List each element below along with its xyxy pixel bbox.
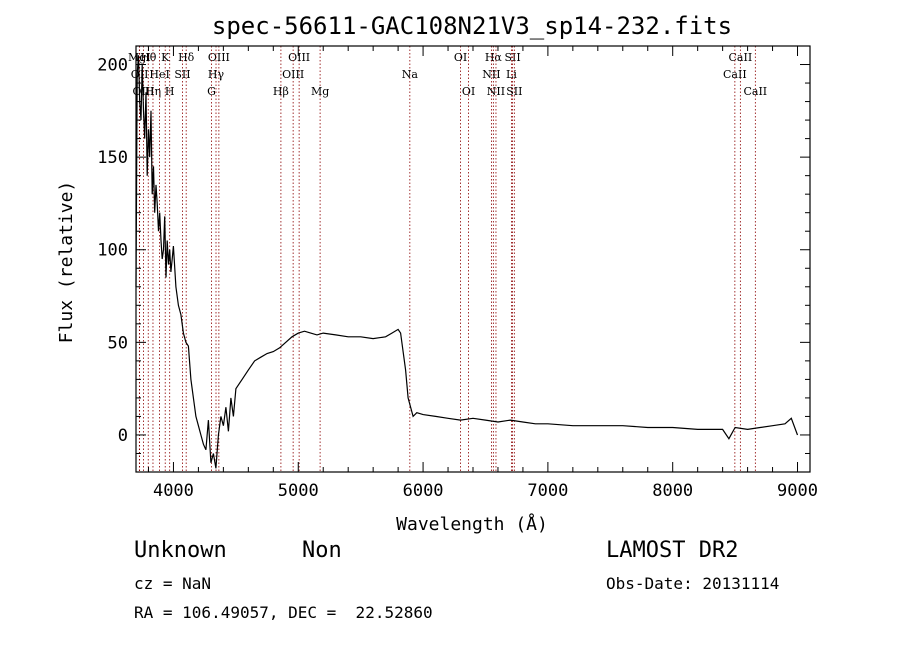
spectral-line-label: Hβ	[273, 85, 289, 98]
spectrum-series-line	[136, 55, 798, 468]
y-tick-label: 100	[97, 241, 128, 261]
spectral-line-label: OI	[454, 51, 467, 64]
spectral-line-label: CaII	[723, 68, 747, 81]
spectral-line-label: CaII	[743, 85, 767, 98]
spectral-line-label: Na	[402, 68, 419, 81]
spectral-line-label: Hθ	[140, 51, 157, 64]
y-tick-label: 150	[97, 148, 128, 168]
y-tick-label: 0	[118, 426, 128, 446]
spectral-line-label: SII	[174, 68, 190, 81]
spectral-line-label: Hα	[485, 51, 503, 64]
x-tick-label: 7000	[527, 481, 568, 501]
spectral-line-label: G	[207, 85, 216, 98]
spectral-line-label: OIII	[282, 68, 304, 81]
spectral-line-label: NII	[487, 85, 505, 98]
spectral-line-label: Hη	[145, 85, 161, 98]
spectral-line-label: Hδ	[178, 51, 195, 64]
spectral-line-label: OIII	[288, 51, 310, 64]
obs-date-label: Obs-Date: 20131114	[606, 574, 779, 593]
spectral-line-label: SII	[506, 85, 522, 98]
spectral-line-label: NII	[482, 68, 500, 81]
x-tick-label: 4000	[153, 481, 194, 501]
chart-title: spec-56611-GAC108N21V3_sp14-232.fits	[212, 12, 732, 40]
x-tick-label: 6000	[403, 481, 444, 501]
y-axis-label: Flux (relative)	[56, 181, 77, 344]
spectral-line-label: CaII	[729, 51, 753, 64]
spectral-line-label: H	[165, 85, 175, 98]
x-tick-label: 9000	[777, 481, 818, 501]
x-tick-label: 8000	[652, 481, 693, 501]
spectral-line-label: Li	[506, 68, 517, 81]
y-tick-label: 50	[108, 333, 128, 353]
x-axis-label: Wavelength (Å)	[396, 513, 548, 535]
spectral-line-label: HeI	[149, 68, 169, 81]
class-label: Unknown	[134, 538, 227, 563]
y-tick-label: 200	[97, 56, 128, 76]
spectral-line-label: Mg	[311, 85, 329, 98]
spectral-line-label: SII	[504, 51, 520, 64]
subclass-label: Non	[302, 538, 342, 563]
redshift-label: cz = NaN	[134, 574, 211, 593]
survey-label: LAMOST DR2	[606, 538, 738, 563]
x-tick-label: 5000	[278, 481, 319, 501]
plot-frame	[136, 46, 810, 472]
spectral-line-label: K	[161, 51, 170, 64]
spectral-line-label: OI	[462, 85, 475, 98]
coordinates-label: RA = 106.49057, DEC = 22.52860	[134, 603, 433, 622]
axis-ticks: 4000 5000 6000 7000 8000 9000 0 50 100 150 200	[97, 46, 818, 501]
spectral-line-label: Hγ	[208, 68, 225, 81]
